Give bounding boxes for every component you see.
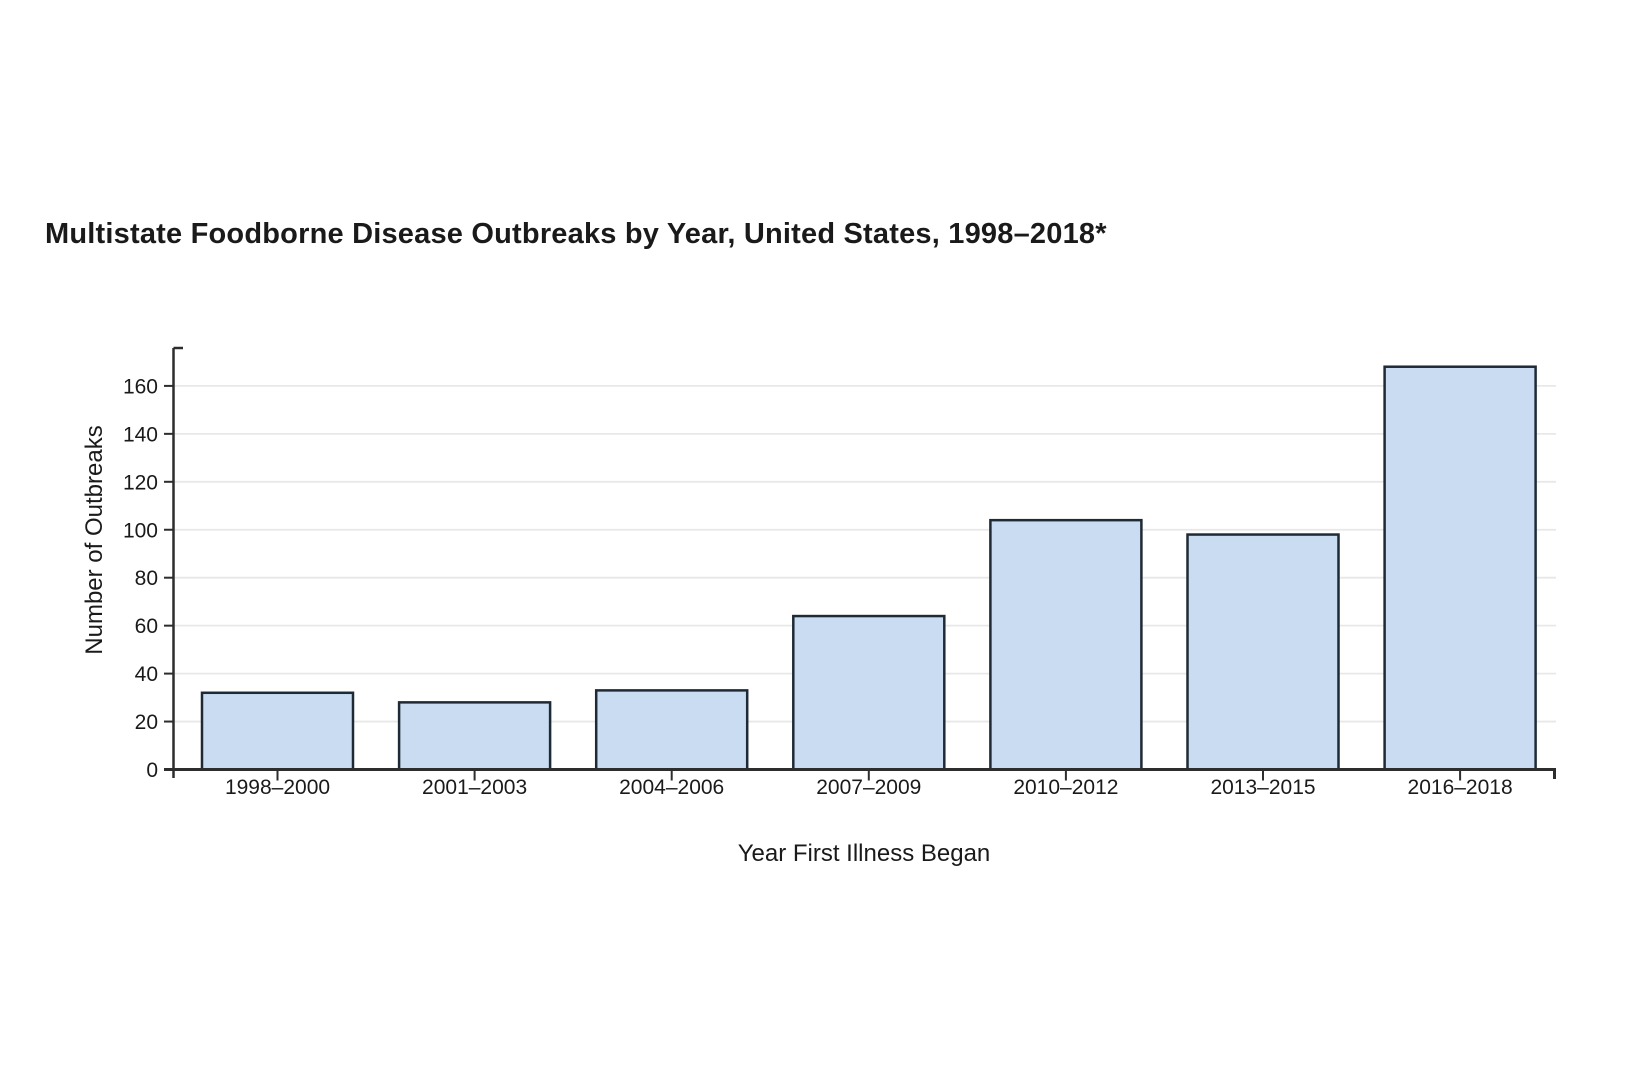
y-tick-label: 120 bbox=[123, 471, 158, 494]
tick-labels-group: 1998–2000 2001–2003 2004–2006 2007–2009 2010… bbox=[123, 375, 1513, 799]
bar-2010–2012 bbox=[989, 518, 1143, 771]
x-tick-label: 2016–2018 bbox=[1408, 776, 1513, 799]
axes-group bbox=[164, 346, 1556, 781]
y-tick-label: 0 bbox=[146, 759, 158, 782]
x-axis-title: Year First Illness Began bbox=[738, 840, 991, 867]
y-tick-label: 40 bbox=[135, 663, 158, 686]
x-tick-label: 2001–2003 bbox=[422, 776, 527, 799]
y-tick-label: 100 bbox=[123, 519, 158, 542]
y-tick-label: 20 bbox=[135, 711, 158, 734]
x-tick-label: 2007–2009 bbox=[816, 776, 921, 799]
x-tick-label: 1998–2000 bbox=[225, 776, 330, 799]
x-tick-label: 2004–2006 bbox=[619, 776, 724, 799]
chart-title: Multistate Foodborne Disease Outbreaks b… bbox=[45, 218, 1107, 250]
y-tick-label: 160 bbox=[123, 375, 158, 398]
bar-2001–2003 bbox=[397, 701, 552, 771]
y-tick-label: 140 bbox=[123, 423, 158, 446]
bar-2016–2018 bbox=[1383, 365, 1537, 771]
y-axis-title: Number of Outbreaks bbox=[81, 425, 108, 654]
bar-2007–2009 bbox=[792, 614, 946, 771]
y-tick-label: 60 bbox=[135, 615, 158, 638]
x-tick-label: 2013–2015 bbox=[1210, 776, 1315, 799]
x-tick-label: 2010–2012 bbox=[1013, 776, 1118, 799]
bar-1998–2000 bbox=[200, 691, 355, 771]
bars-group bbox=[200, 365, 1537, 771]
y-tick-label: 80 bbox=[135, 567, 158, 590]
bar-2004–2006 bbox=[594, 689, 749, 771]
bar-2013–2015 bbox=[1186, 533, 1340, 771]
